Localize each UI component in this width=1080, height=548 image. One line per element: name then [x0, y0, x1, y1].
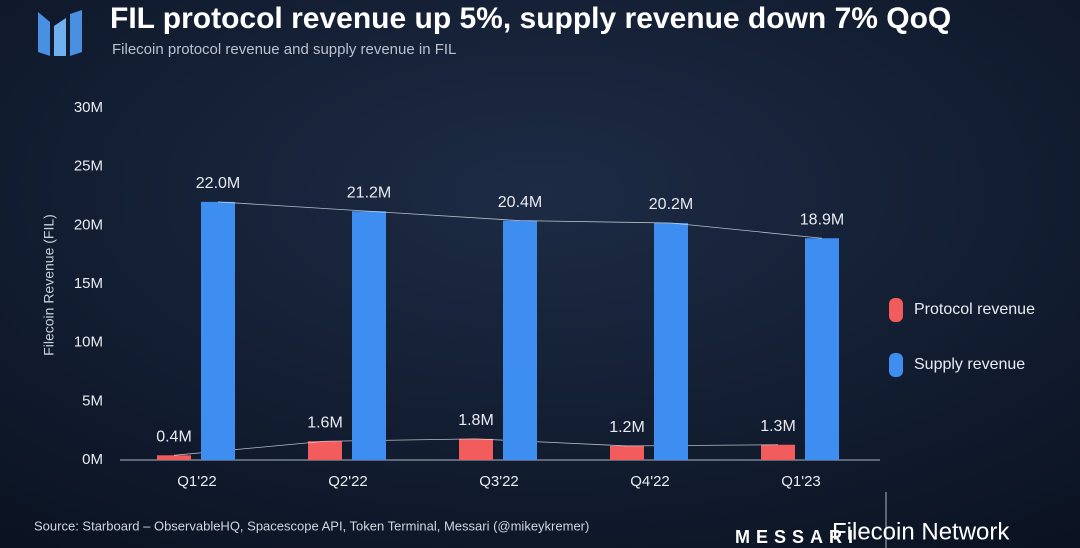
- chart-title: FIL protocol revenue up 5%, supply reven…: [110, 2, 951, 35]
- data-label: 1.6M: [307, 414, 343, 431]
- data-label: 1.8M: [458, 412, 494, 429]
- data-label: 18.9M: [800, 211, 844, 228]
- x-tick-label: Q3'22: [479, 473, 519, 490]
- y-axis-label: Filecoin Revenue (FIL): [41, 214, 57, 356]
- x-tick-label: Q1'22: [177, 473, 217, 490]
- y-tick-label: 10M: [74, 334, 103, 351]
- source: Source: Starboard – ObservableHQ, Spaces…: [34, 518, 589, 533]
- trend-line: [217, 201, 823, 239]
- data-label: 1.3M: [760, 418, 796, 435]
- y-tick-label: 20M: [74, 216, 103, 233]
- bar: [610, 445, 644, 460]
- x-tick-label: Q1'23: [781, 473, 821, 490]
- data-label: 20.2M: [649, 196, 693, 213]
- y-tick-label: 25M: [74, 158, 103, 175]
- bar: [201, 201, 235, 460]
- data-label: 1.2M: [609, 419, 645, 436]
- bar: [654, 222, 688, 460]
- x-tick-label: Q2'22: [328, 473, 368, 490]
- data-label: 21.2M: [347, 184, 391, 201]
- bar: [805, 238, 839, 460]
- y-tick-label: 0M: [82, 451, 103, 468]
- data-label: 0.4M: [156, 429, 192, 446]
- legend-swatch: [889, 298, 903, 322]
- bar: [157, 455, 191, 460]
- watermark: Filecoin Network: [832, 518, 1010, 545]
- legend-label: Protocol revenue: [914, 301, 1035, 318]
- y-tick-label: 30M: [74, 99, 103, 116]
- data-label: 20.4M: [498, 194, 542, 211]
- y-tick-label: 5M: [82, 392, 103, 409]
- bar: [352, 211, 386, 460]
- y-tick-label: 15M: [74, 275, 103, 292]
- legend-label: Supply revenue: [914, 356, 1025, 373]
- logo: [38, 10, 82, 56]
- bar: [761, 444, 795, 460]
- chart-subtitle: Filecoin protocol revenue and supply rev…: [112, 41, 456, 58]
- bar: [308, 441, 342, 460]
- legend-swatch: [889, 353, 903, 377]
- x-tick-label: Q4'22: [630, 473, 670, 490]
- data-label: 22.0M: [196, 175, 240, 192]
- bar: [503, 220, 537, 460]
- brand: MESSARI: [735, 527, 859, 547]
- bar: [459, 438, 493, 460]
